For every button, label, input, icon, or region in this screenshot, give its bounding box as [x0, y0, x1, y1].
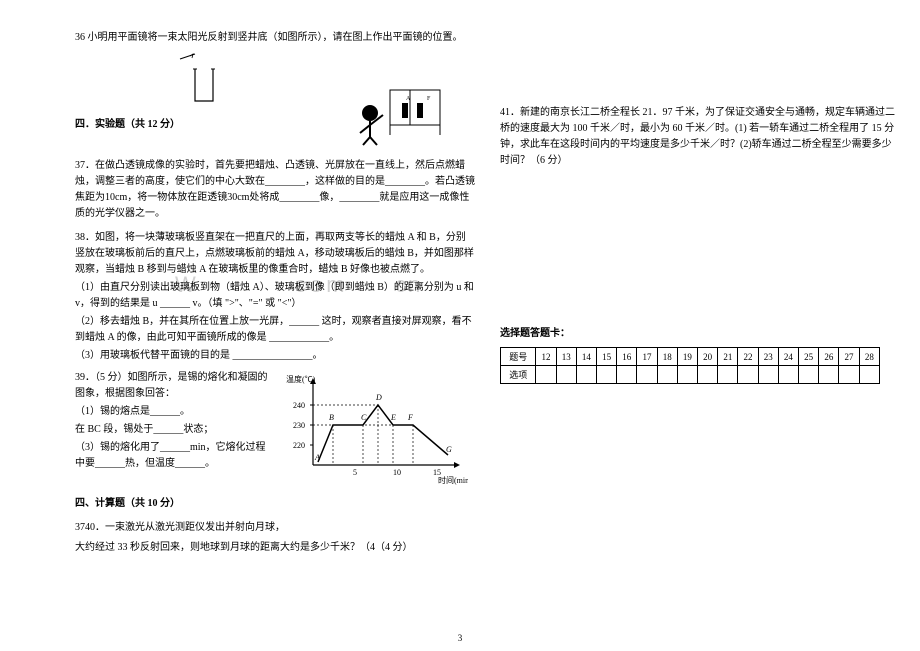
q39-1: （1）锡的熔点是______。	[75, 404, 275, 420]
q38-p2: （1）由直尺分别读出玻璃板到物（蜡烛 A）、玻璃板到像（即到蜡烛 B）的距离分别…	[75, 280, 475, 312]
svg-text:5: 5	[353, 468, 357, 477]
q38-p1: 38．如图，将一块薄玻璃板竖直架在一把直尺的上面，再取两支等长的蜡烛 A 和 B…	[75, 230, 475, 278]
q38-p4: （3）用玻璃板代替平面镜的目的是 ________________。	[75, 348, 475, 364]
q3740-b: 大约经过 33 秒反射回来，则地球到月球的距离大约是多少千米？（4（4 分）	[75, 540, 475, 556]
svg-text:10: 10	[393, 468, 401, 477]
q37-text: 37．在做凸透镜成像的实验时，首先要把蜡烛、凸透镜、光屏放在一直线上，然后点燃蜡…	[75, 158, 475, 222]
section-calc-title: 四、计算题（共 10 分）	[75, 496, 475, 512]
svg-text:240: 240	[293, 401, 305, 410]
svg-text:F: F	[407, 413, 413, 422]
q39-head: 39．（5 分）如图所示，是锡的熔化和凝固的图象，根据图象回答：	[75, 370, 275, 402]
left-column: 36 小明用平面镜将一束太阳光反射到竖井底（如图所示），请在图上作出平面镜的位置…	[75, 30, 475, 558]
svg-text:A: A	[314, 453, 320, 462]
svg-text:时间(min): 时间(min)	[438, 475, 468, 485]
svg-text:B: B	[329, 413, 334, 422]
svg-text:230: 230	[293, 421, 305, 430]
page-number: 3	[458, 633, 463, 643]
svg-text:E: E	[390, 413, 396, 422]
q39-3: （3）锡的熔化用了______min，它熔化过程中要______热，但温度___…	[75, 440, 275, 472]
option-label: 选项	[501, 366, 536, 384]
svg-text:温度(℃): 温度(℃)	[286, 374, 316, 384]
q39-2: 在 BC 段，锡处于______状态；	[75, 422, 275, 438]
q41-text: 41．新建的南京长江二桥全程长 21．97 千米，为了保证交通安全与通畅，规定车…	[500, 105, 900, 169]
answer-card-title: 选择题答题卡：	[500, 326, 900, 342]
answer-header-row: 题号 12 13 14 15 16 17 18 19 20 21 22 23 2…	[501, 348, 880, 366]
svg-text:A: A	[406, 96, 411, 102]
person-figure: A F	[355, 85, 450, 153]
svg-text:C: C	[361, 413, 367, 422]
svg-text:220: 220	[293, 441, 305, 450]
answer-table: 题号 12 13 14 15 16 17 18 19 20 21 22 23 2…	[500, 347, 880, 384]
q36-text: 36 小明用平面镜将一束太阳光反射到竖井底（如图所示），请在图上作出平面镜的位置…	[75, 30, 475, 46]
answer-option-row: 选项	[501, 366, 880, 384]
svg-text:D: D	[375, 393, 382, 402]
q3740-a: 3740．一束激光从激光测距仪发出并射向月球，	[75, 520, 475, 536]
q38-p3: （2）移去蜡烛 B，并在其所在位置上放一光屏，______ 这时，观察者直接对屏…	[75, 314, 475, 346]
svg-text:G: G	[446, 445, 452, 454]
temperature-graph: 温度(℃) 240 230 220 5 10 15 时间(min)	[283, 370, 468, 488]
header-label: 题号	[501, 348, 536, 366]
svg-text:F: F	[427, 96, 431, 102]
right-column: 41．新建的南京长江二桥全程长 21．97 千米，为了保证交通安全与通畅，规定车…	[500, 30, 900, 384]
